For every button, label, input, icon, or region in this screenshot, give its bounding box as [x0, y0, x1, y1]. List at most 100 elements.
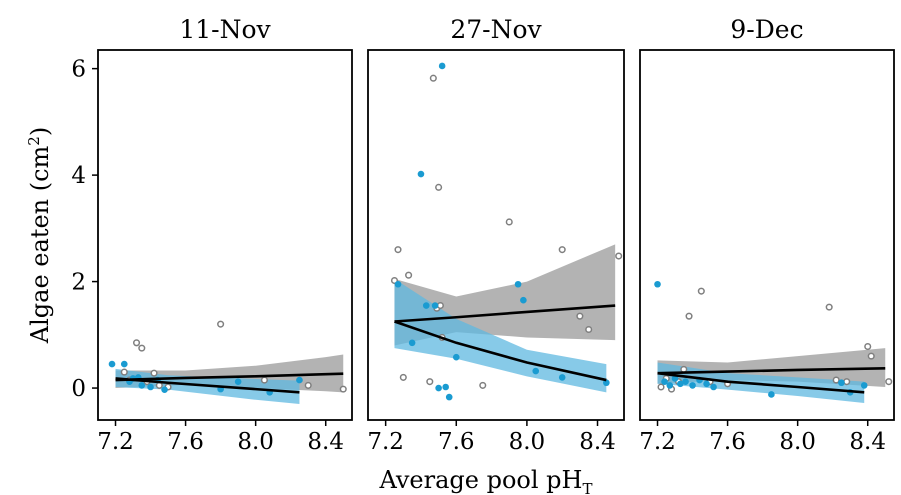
- open-point: [657, 383, 665, 391]
- x-tick-label: 7.2: [367, 429, 404, 455]
- filled-point: [860, 382, 868, 389]
- open-point: [399, 373, 407, 381]
- x-tick-label: 8.4: [307, 429, 344, 455]
- filled-point: [676, 380, 684, 388]
- filled-point: [558, 374, 566, 381]
- panel-title: 9-Dec: [730, 15, 803, 44]
- open-point: [429, 74, 437, 82]
- open-point: [436, 301, 444, 310]
- panels: 11-Nov 7.2 7.6 8.0 8.4 0 2 4 6 27-Nov 7.2 7.6 8.0 8.4…: [71, 15, 895, 455]
- open-point: [339, 385, 347, 393]
- filled-point: [108, 360, 116, 368]
- x-tick-label: 8.4: [579, 429, 616, 455]
- open-point: [150, 369, 158, 377]
- panel-frame: [367, 49, 625, 421]
- panel-3: 9-Dec 7.2 7.6 8.0 8.4: [639, 15, 895, 455]
- fit-line-grey: [657, 367, 886, 375]
- filled-point: [661, 378, 668, 385]
- x-axis-title-main: Average pool pH: [379, 466, 583, 494]
- open-point: [132, 339, 141, 347]
- y-axis-title-unit-sup: 2: [25, 136, 43, 146]
- x-tick-label: 8.0: [779, 429, 816, 455]
- filled-point: [120, 360, 128, 368]
- filled-point: [520, 296, 527, 304]
- filled-point: [138, 382, 146, 389]
- fit-line-blue: [657, 371, 865, 394]
- y-axis-title-unit-open: (cm: [26, 145, 54, 191]
- y-tick-label: 4: [71, 163, 86, 189]
- filled-point: [234, 378, 242, 385]
- open-point: [138, 344, 146, 352]
- x-tick-label: 7.6: [167, 429, 204, 455]
- open-point: [260, 376, 268, 384]
- x-axis-title: Average pool pHT: [379, 466, 593, 495]
- open-point: [120, 368, 128, 376]
- panel-2: 27-Nov 7.2 7.6 8.0 8.4: [367, 15, 625, 455]
- filled-point: [422, 302, 430, 309]
- x-tick-label: 8.0: [237, 429, 274, 455]
- open-point: [505, 218, 513, 226]
- filled-point: [838, 379, 845, 387]
- filled-point: [532, 367, 540, 375]
- confidence-ribbon-blue: [394, 278, 607, 393]
- y-tick-label: 6: [71, 57, 86, 83]
- fit-line-blue: [115, 377, 300, 394]
- open-point: [217, 320, 225, 328]
- filled-point: [452, 353, 460, 361]
- filled-point: [431, 302, 439, 309]
- x-tick-label: 8.0: [509, 429, 546, 455]
- open-point: [585, 325, 593, 334]
- filled-point: [435, 384, 442, 392]
- filled-point: [438, 62, 446, 70]
- panel-1: 11-Nov 7.2 7.6 8.0 8.4 0 2 4 6: [71, 15, 353, 455]
- y-tick-label: 0: [71, 376, 86, 402]
- open-point: [832, 376, 840, 384]
- filled-point: [417, 170, 425, 178]
- fit-line-grey: [115, 372, 344, 382]
- y-tick-label: 2: [71, 270, 86, 296]
- x-tick-label: 7.6: [438, 429, 475, 455]
- x-tick-label: 7.6: [709, 429, 746, 455]
- x-axis-title-sub: T: [582, 480, 592, 495]
- panel-frame: [639, 49, 895, 421]
- open-point: [864, 342, 872, 351]
- filled-point: [689, 382, 696, 389]
- open-point: [885, 378, 893, 386]
- filled-point: [394, 280, 402, 288]
- y-axis-title-unit-close: ): [26, 127, 54, 136]
- filled-point: [442, 383, 449, 391]
- filled-point: [654, 280, 661, 288]
- filled-point: [710, 383, 717, 391]
- x-tick-label: 8.4: [849, 429, 886, 455]
- open-point: [576, 312, 584, 320]
- open-point: [867, 352, 875, 360]
- filled-point: [514, 280, 522, 288]
- open-point: [843, 378, 851, 386]
- filled-point: [603, 379, 610, 387]
- open-point: [615, 252, 623, 260]
- open-point: [479, 381, 487, 389]
- panel-title: 27-Nov: [450, 15, 542, 44]
- filled-point: [666, 382, 674, 389]
- fit-line-blue: [394, 320, 607, 382]
- filled-point: [445, 393, 453, 401]
- filled-point: [161, 386, 168, 393]
- panel-title: 11-Nov: [179, 15, 271, 44]
- filled-point: [296, 376, 303, 384]
- fit-line-grey: [394, 304, 616, 323]
- y-axis-title-main: Algae eaten: [26, 199, 54, 344]
- open-point: [697, 287, 705, 295]
- open-point: [685, 312, 693, 320]
- filled-point: [703, 380, 710, 388]
- y-axis-title: Algae eaten (cm2): [25, 127, 54, 344]
- filled-point: [671, 375, 679, 382]
- filled-point: [147, 383, 154, 391]
- filled-point: [768, 391, 775, 398]
- x-tick-label: 7.2: [639, 429, 676, 455]
- open-point: [405, 271, 413, 279]
- panel-frame: [97, 49, 353, 421]
- open-point: [825, 303, 833, 311]
- open-point: [304, 381, 312, 389]
- open-point: [394, 246, 402, 254]
